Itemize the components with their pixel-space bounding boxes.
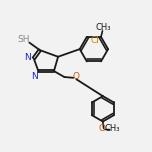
Text: Cl: Cl bbox=[91, 36, 99, 45]
Text: N: N bbox=[24, 53, 30, 62]
Text: O: O bbox=[98, 124, 105, 133]
Text: SH: SH bbox=[17, 35, 30, 44]
Text: CH₃: CH₃ bbox=[105, 124, 120, 133]
Text: CH₃: CH₃ bbox=[95, 23, 111, 32]
Text: N: N bbox=[31, 72, 38, 81]
Text: O: O bbox=[72, 72, 79, 81]
